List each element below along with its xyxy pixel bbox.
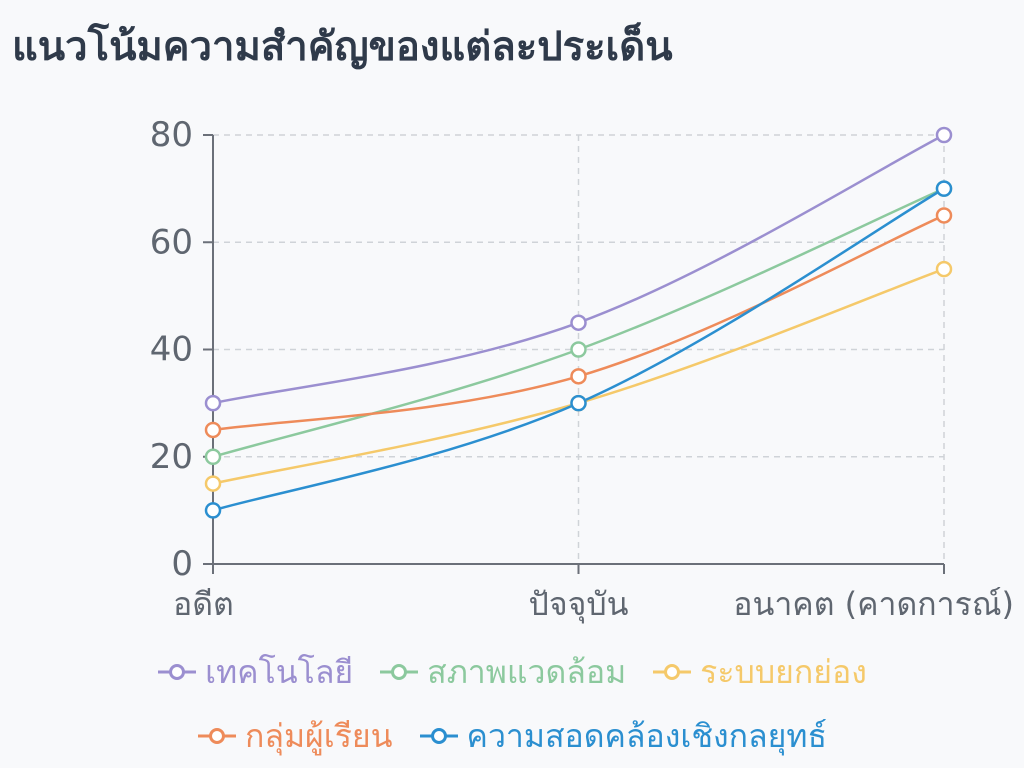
legend-label: กลุ่มผู้เรียน (244, 717, 393, 755)
legend-item-4[interactable]: ความสอดคล้องเชิงกลยุทธ์ (419, 716, 827, 756)
tick-labels: 0 20 40 60 80 อดีต ปัจจุบัน อนาคต (คาดการณ์) (150, 115, 1014, 624)
data-point-0-1 (570, 314, 587, 331)
legend-marker-icon (653, 664, 692, 680)
legend-marker-icon (197, 728, 236, 744)
data-point-4-2 (935, 180, 953, 197)
legend-label: ระบบยกย่อง (700, 653, 867, 691)
legend-marker-icon (380, 664, 419, 680)
y-tick-label-4: 80 (150, 115, 193, 155)
legend-label: สภาพแวดล้อม (427, 653, 627, 691)
y-tick-label-2: 40 (150, 330, 193, 370)
x-tick-label-2: อนาคต (คาดการณ์) (733, 585, 1014, 623)
legend-item-1[interactable]: สภาพแวดล้อม (379, 652, 626, 692)
legend-marker-icon (419, 728, 458, 744)
data-point-4-0 (204, 502, 222, 519)
legend-row-2: กลุ่มผู้เรียน ความสอดคล้องเชิงกลยุทธ์ (0, 716, 1024, 756)
y-tick-label-0: 0 (171, 544, 193, 584)
x-tick-label-1: ปัจจุบัน (529, 585, 629, 624)
data-point-0-0 (204, 394, 222, 412)
data-point-3-2 (935, 207, 953, 224)
data-point-2-0 (204, 475, 222, 492)
legend-marker-icon (158, 664, 197, 680)
y-tick-label-3: 60 (150, 222, 193, 262)
legend-item-0[interactable]: เทคโนโลยี (157, 652, 353, 692)
data-point-1-1 (570, 341, 587, 358)
legend-label: ความสอดคล้องเชิงกลยุทธ์ (466, 717, 828, 755)
legend-item-3[interactable]: กลุ่มผู้เรียน (197, 716, 393, 756)
data-point-4-1 (570, 394, 587, 412)
x-tick-label-0: อดีต (173, 585, 234, 623)
legend-item-2[interactable]: ระบบยกย่อง (652, 652, 867, 692)
data-point-3-1 (570, 368, 587, 385)
legend-row-1: เทคโนโลยี สภาพแวดล้อม ระบบยกย่อง (0, 652, 1024, 692)
data-point-1-0 (204, 448, 222, 465)
chart-title: แนวโน้มความสำคัญของแต่ละประเด็น (12, 24, 673, 70)
data-point-0-2 (935, 126, 953, 144)
data-point-2-2 (935, 260, 953, 278)
data-point-3-0 (204, 421, 222, 439)
points-layer (204, 126, 953, 519)
y-tick-label-1: 20 (150, 437, 193, 477)
legend-label: เทคโนโลยี (205, 653, 354, 691)
